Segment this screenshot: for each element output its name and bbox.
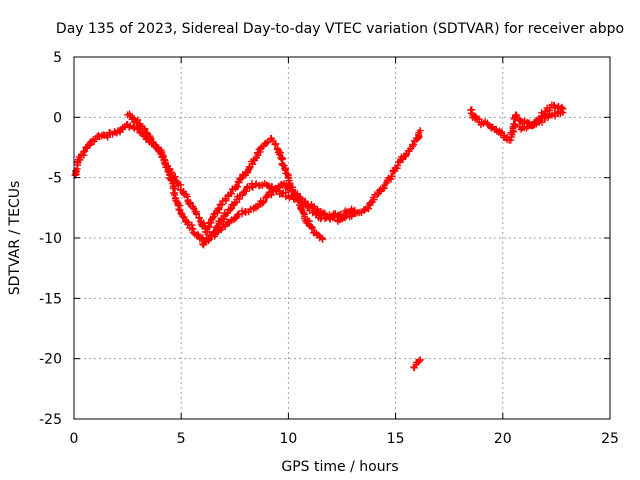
data-point-fill (410, 364, 418, 372)
data-point-fill (283, 170, 291, 178)
y-tick-label: -10 (39, 231, 62, 247)
x-tick-label: 20 (494, 431, 512, 447)
data-point-fill (180, 213, 188, 221)
data-point-fill (263, 139, 271, 147)
data-point-fill (221, 222, 229, 230)
data-point-fill (134, 116, 142, 124)
data-point-fill (199, 234, 207, 242)
data-point (319, 235, 327, 243)
data-point-fill (297, 195, 305, 203)
data-points (71, 101, 567, 372)
y-tick-label: -5 (48, 171, 62, 187)
x-axis-label: GPS time / hours (281, 459, 398, 475)
data-point-fill (192, 209, 200, 217)
y-axis-label: SDTVAR / TECUs (7, 181, 23, 296)
data-point-fill (80, 148, 88, 156)
data-point-fill (246, 164, 254, 172)
data-point-fill (171, 189, 179, 197)
data-point-fill (415, 357, 423, 365)
x-tick-label: 15 (387, 431, 405, 447)
data-point (416, 356, 424, 364)
data-point-fill (149, 138, 157, 146)
data-point-fill (174, 201, 182, 209)
chart-title: Day 135 of 2023, Sidereal Day-to-day VTE… (56, 21, 624, 37)
data-point-fill (267, 191, 275, 199)
data-point-fill (260, 197, 268, 205)
data-point-fill (296, 193, 304, 201)
y-tick-label: -25 (39, 412, 62, 428)
data-point (351, 206, 359, 214)
x-tick-label: 5 (177, 431, 186, 447)
data-point-fill (370, 196, 378, 204)
data-point-fill (175, 205, 183, 213)
data-point-fill (388, 172, 396, 180)
data-point-fill (558, 103, 566, 111)
data-point-fill (279, 154, 287, 162)
x-tick-label: 10 (279, 431, 297, 447)
data-point-fill (410, 141, 418, 149)
data-point-fill (183, 193, 191, 201)
data-point-fill (289, 187, 297, 195)
y-tick-label: -15 (39, 291, 62, 307)
data-point-fill (373, 191, 381, 199)
data-point-fill (350, 207, 358, 215)
data-point-fill (126, 122, 134, 130)
data-point-fill (290, 191, 298, 199)
data-point-fill (512, 112, 519, 120)
data-point-fill (184, 220, 192, 228)
data-point-fill (279, 181, 287, 189)
grid-lines (73, 56, 611, 420)
data-point-fill (513, 111, 521, 119)
data-point-fill (243, 184, 251, 192)
data-point-fill (227, 190, 235, 198)
data-point-fill (284, 173, 292, 181)
data-point (416, 127, 424, 135)
data-point (227, 205, 235, 213)
data-point-fill (227, 217, 235, 225)
data-point-fill (272, 187, 280, 195)
data-point-fill (215, 205, 223, 213)
data-point-fill (179, 212, 187, 220)
data-point-fill (300, 199, 308, 206)
data-point-fill (544, 114, 552, 122)
data-point-fill (218, 201, 226, 209)
axis-ticks: 0 5 10 15 20 25 -25 -20 -15 -10 -5 0 5 (39, 50, 619, 447)
data-point (394, 162, 402, 170)
data-point-fill (487, 124, 495, 132)
y-tick-label: 0 (53, 110, 62, 126)
x-tick-label: 0 (70, 431, 79, 447)
y-tick-label: -20 (39, 352, 62, 368)
data-point-fill (249, 160, 257, 168)
data-point-fill (195, 214, 203, 222)
data-point-fill (308, 223, 316, 231)
data-point (497, 129, 505, 137)
y-tick-label: 5 (53, 50, 62, 66)
data-point-fill (271, 140, 279, 148)
data-point-fill (104, 133, 112, 141)
data-point (559, 109, 567, 117)
x-tick-label: 25 (601, 431, 619, 447)
data-point-fill (86, 141, 94, 149)
data-point-fill (365, 205, 373, 213)
data-point (522, 124, 530, 132)
